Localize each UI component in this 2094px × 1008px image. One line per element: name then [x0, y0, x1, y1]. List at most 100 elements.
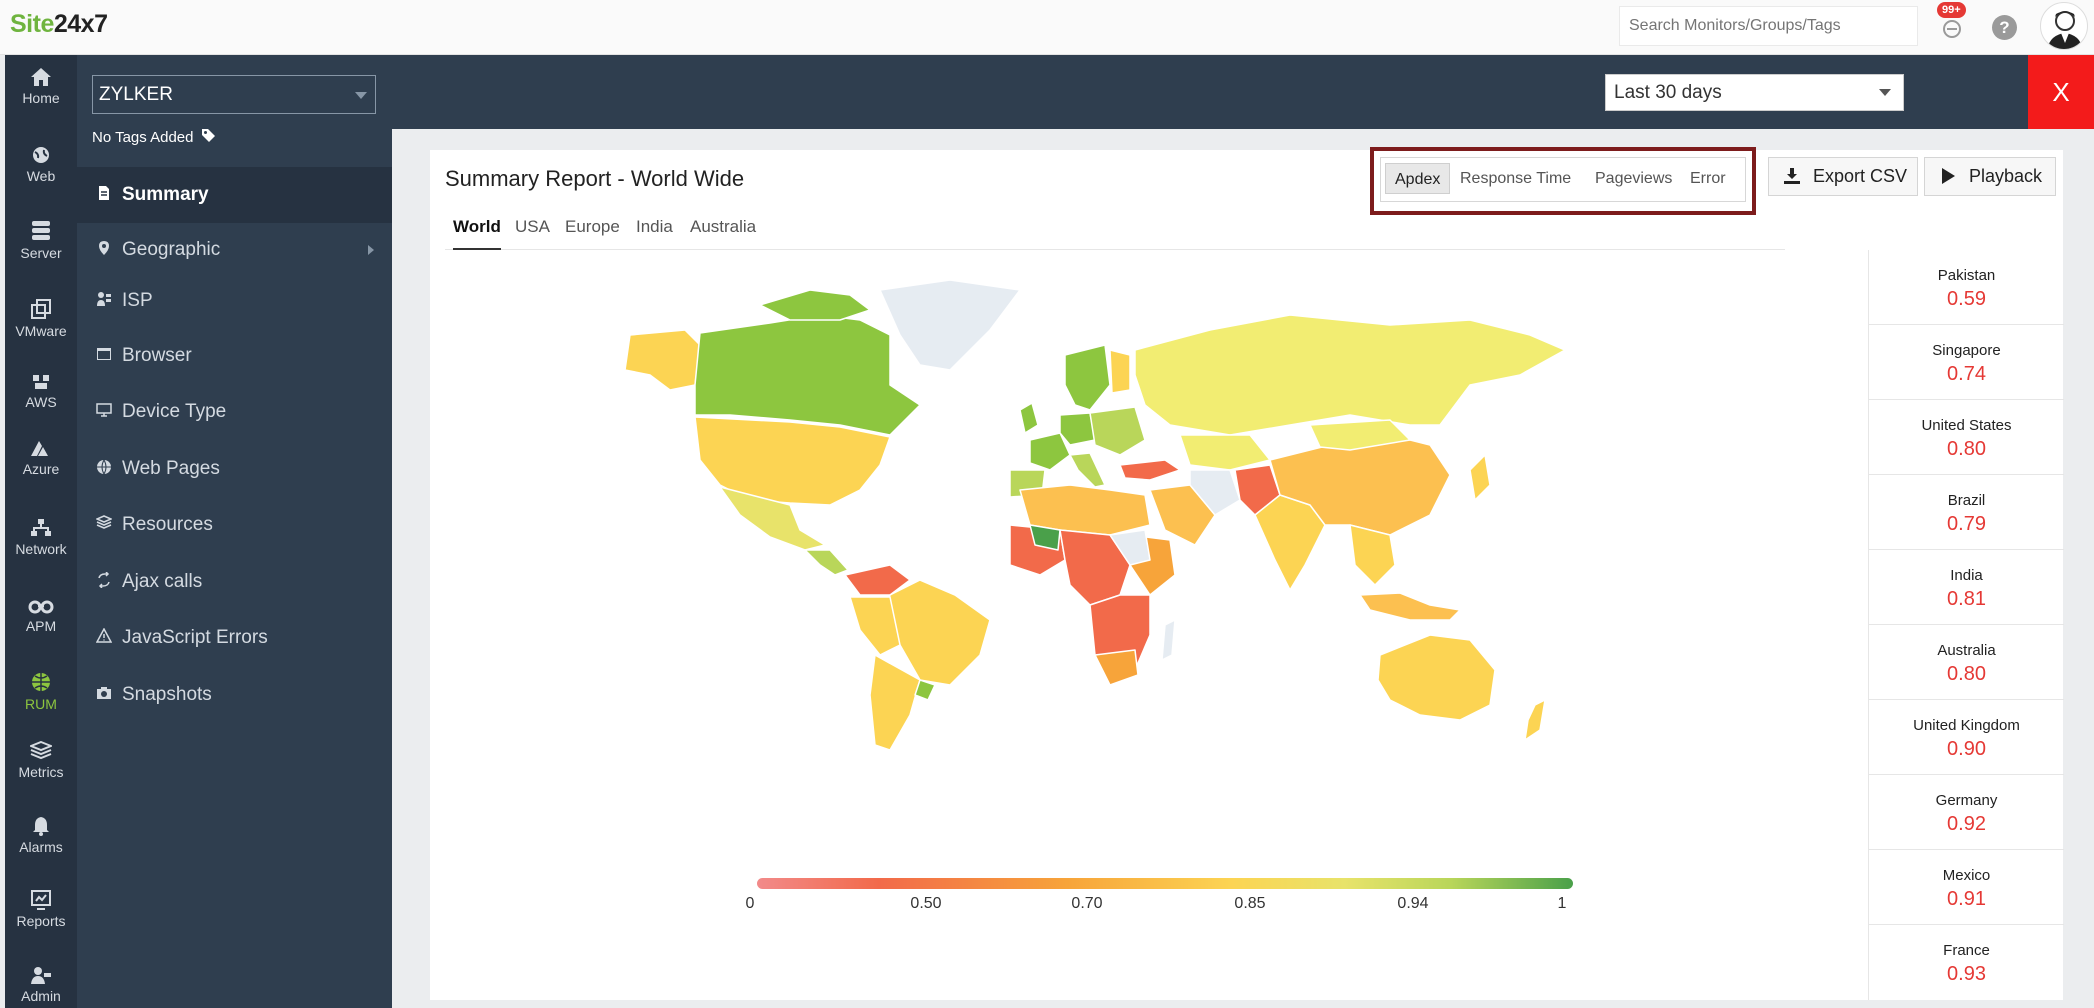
map-region-south-africa[interactable] — [1094, 649, 1139, 686]
map-region-arctic-islands[interactable] — [759, 289, 871, 321]
map-region-mali[interactable] — [1029, 524, 1061, 551]
search-input[interactable] — [1619, 6, 1918, 46]
list-item[interactable]: Pakistan 0.59 — [1869, 250, 2064, 325]
aws-icon — [33, 375, 49, 389]
map-region-italy[interactable] — [1069, 452, 1106, 488]
close-button[interactable]: X — [2028, 55, 2094, 129]
tab-error[interactable]: Error — [1690, 170, 1726, 187]
map-region-sudan[interactable] — [1109, 529, 1151, 566]
list-item[interactable]: India 0.81 — [1869, 550, 2064, 625]
nav-item-web[interactable]: Web — [5, 145, 77, 184]
tab-pageviews[interactable]: Pageviews — [1595, 170, 1673, 187]
sidebar-item-device-type[interactable]: Device Type — [77, 384, 392, 440]
map-region-france[interactable] — [1029, 432, 1071, 471]
map-region-argentina[interactable] — [869, 654, 921, 751]
nav-item-network[interactable]: Network — [5, 518, 77, 557]
list-item[interactable]: France 0.93 — [1869, 925, 2064, 1000]
map-region-mexico[interactable] — [719, 486, 826, 551]
monitor-select[interactable]: ZYLKER — [92, 75, 376, 114]
country-name: Germany — [1935, 792, 1998, 809]
list-item[interactable]: United States 0.80 — [1869, 400, 2064, 475]
map-region-uk[interactable] — [1019, 402, 1039, 434]
map-region-uruguay[interactable] — [914, 679, 936, 701]
list-item[interactable]: Australia 0.80 — [1869, 625, 2064, 700]
list-item[interactable]: Brazil 0.79 — [1869, 475, 2064, 550]
sidebar-item-summary[interactable]: Summary — [77, 167, 392, 223]
help-icon[interactable]: ? — [1992, 15, 2017, 40]
notification-bell-icon[interactable] — [1938, 12, 1968, 42]
export-csv-button[interactable]: Export CSV — [1768, 157, 1918, 196]
map-region-central-america[interactable] — [804, 549, 849, 576]
nav-item-home[interactable]: Home — [5, 67, 77, 106]
map-region-southeast-asia[interactable] — [1349, 524, 1396, 586]
nav-item-rum[interactable]: RUM — [5, 671, 77, 712]
sidebar-item-ajax-calls[interactable]: Ajax calls — [77, 554, 392, 610]
map-region-usa[interactable] — [694, 416, 891, 506]
map-region-canada[interactable] — [694, 314, 921, 436]
sidebar-item-snapshots[interactable]: Snapshots — [77, 667, 392, 723]
map-region-eastern-europe[interactable] — [1089, 406, 1146, 456]
map-region-japan[interactable] — [1469, 454, 1491, 501]
sidebar-item-browser[interactable]: Browser — [77, 328, 392, 384]
tag-icon — [201, 129, 215, 142]
list-item[interactable]: Singapore 0.74 — [1869, 325, 2064, 400]
tab-india[interactable]: India — [636, 217, 673, 236]
map-region-finland[interactable] — [1109, 349, 1131, 394]
nav-item-admin[interactable]: Admin — [5, 965, 77, 1004]
nav-item-metrics[interactable]: Metrics — [5, 741, 77, 780]
list-item[interactable]: United Kingdom 0.90 — [1869, 700, 2064, 775]
map-region-saudi-arabia[interactable] — [1149, 484, 1216, 546]
time-range-select[interactable]: Last 30 days — [1605, 74, 1904, 111]
map-region-germany[interactable] — [1059, 412, 1096, 446]
nav-item-vmware[interactable]: VMware — [5, 298, 77, 339]
map-region-turkey[interactable] — [1119, 459, 1181, 481]
sidebar-item-geographic[interactable]: Geographic — [77, 222, 392, 278]
sidebar-item-resources[interactable]: Resources — [77, 497, 392, 553]
sidebar-item-javascript-errors[interactable]: JavaScript Errors — [77, 610, 392, 666]
map-region-russia[interactable] — [1134, 314, 1566, 436]
nav-item-alarms[interactable]: Alarms — [5, 816, 77, 855]
sidebar-item-isp[interactable]: ISP — [77, 273, 392, 329]
list-item[interactable]: Mexico 0.91 — [1869, 850, 2064, 925]
nav-item-server[interactable]: Server — [5, 220, 77, 261]
isp-icon — [97, 292, 111, 306]
playback-button[interactable]: Playback — [1924, 157, 2056, 196]
avatar[interactable] — [2040, 2, 2088, 50]
nav-item-aws[interactable]: AWS — [5, 373, 77, 410]
home-icon — [31, 68, 51, 86]
tab-usa[interactable]: USA — [515, 217, 550, 236]
map-region-greenland[interactable] — [879, 279, 1021, 371]
list-item[interactable]: Germany 0.92 — [1869, 775, 2064, 850]
map-region-scandinavia[interactable] — [1064, 344, 1111, 411]
map-region-peru[interactable] — [849, 596, 901, 656]
tab-response-time[interactable]: Response Time — [1460, 170, 1572, 187]
country-name: Mexico — [1942, 867, 1991, 884]
map-region-australia[interactable] — [1377, 634, 1496, 721]
legend-label: 1 — [1557, 895, 1567, 912]
tab-world[interactable]: World — [453, 214, 501, 250]
map-region-new-zealand[interactable] — [1524, 699, 1546, 741]
server-icon — [32, 221, 50, 240]
map-region-mongolia[interactable] — [1309, 419, 1411, 451]
tags-label[interactable]: No Tags Added — [92, 128, 216, 146]
map-region-venezuela[interactable] — [844, 564, 911, 596]
site24x7-logo[interactable]: Site24x7 — [10, 10, 108, 38]
ajax-icon — [98, 572, 110, 588]
nav-item-azure[interactable]: Azure — [5, 440, 77, 477]
camera-icon — [97, 687, 111, 699]
map-region-kazakhstan[interactable] — [1179, 434, 1271, 471]
world-apdex-map[interactable] — [590, 275, 1590, 775]
country-name: United States — [1921, 417, 2012, 434]
map-region-indonesia[interactable] — [1359, 592, 1461, 621]
tab-australia[interactable]: Australia — [690, 217, 757, 236]
tab-apdex[interactable]: Apdex — [1385, 163, 1451, 194]
nav-item-reports[interactable]: Reports — [5, 890, 77, 929]
sidebar-item-web-pages[interactable]: Web Pages — [77, 441, 392, 497]
map-region-alaska[interactable] — [624, 329, 701, 391]
map-region-madagascar[interactable] — [1161, 619, 1176, 661]
country-value: 0.91 — [1947, 888, 1986, 910]
country-value: 0.90 — [1947, 738, 1986, 760]
map-region-iran[interactable] — [1189, 469, 1241, 516]
nav-item-apm[interactable]: APM — [5, 597, 77, 634]
tab-europe[interactable]: Europe — [565, 217, 620, 236]
